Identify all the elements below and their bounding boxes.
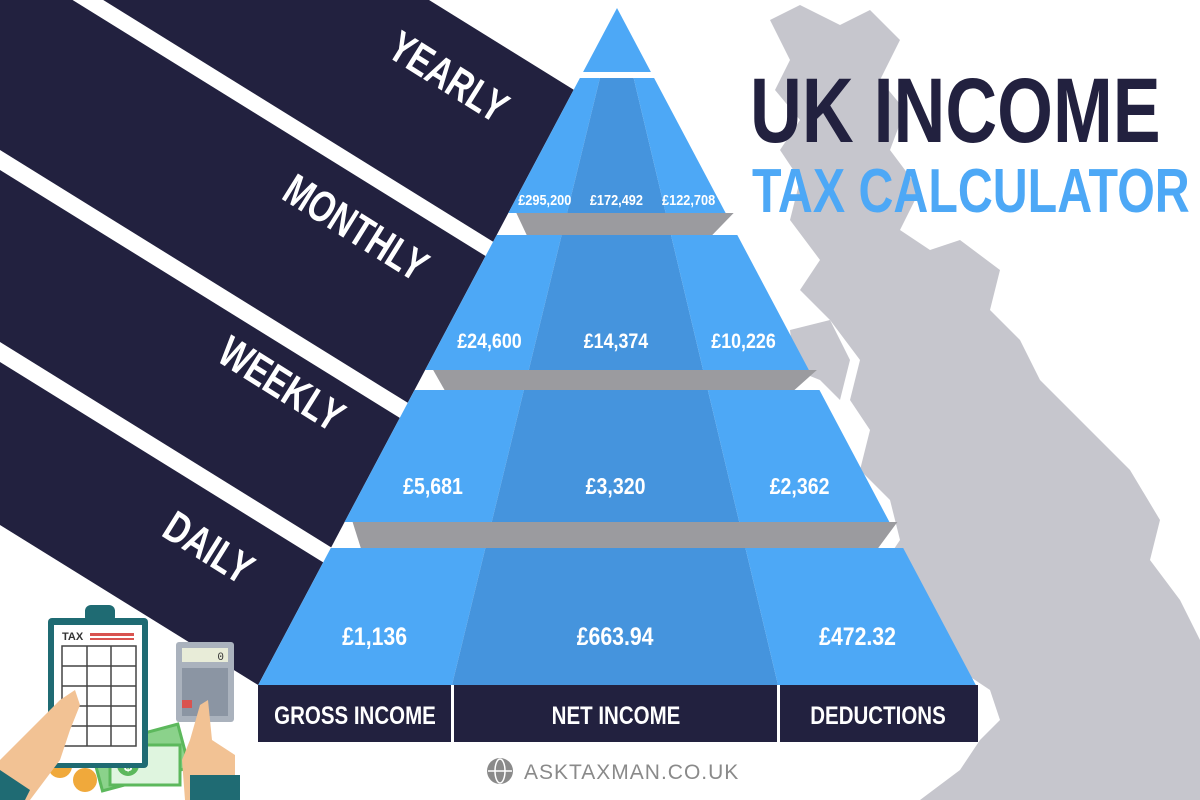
website-link[interactable]: ASKTAXMAN.CO.UK: [524, 761, 739, 784]
monthly-gross-value: £24,600: [457, 330, 522, 354]
monthly-deductions-value: £10,226: [711, 330, 776, 354]
column-label-net: NET INCOME: [552, 701, 681, 729]
title-line-1: UK INCOME: [750, 59, 1161, 162]
clipboard-text: TAX: [62, 631, 84, 643]
yearly-deductions-value: £122,708: [662, 191, 715, 208]
period-band-daily: [0, 362, 324, 686]
daily-net-value: £663.94: [577, 622, 654, 650]
monthly-net-value: £14,374: [584, 330, 649, 354]
deductions-cell: [745, 548, 976, 685]
yearly-net-value: £172,492: [590, 191, 643, 208]
deductions-cell: [633, 78, 726, 213]
deductions-cell: [670, 235, 809, 370]
column-footer-bar: [258, 685, 978, 742]
calculator-display: 0: [217, 652, 224, 664]
clipboard-icon: TAX: [48, 605, 148, 768]
calculator-icon: 0: [176, 642, 234, 722]
tier-separator: [516, 213, 734, 235]
deductions-cell: [707, 390, 890, 522]
daily-gross-value: £1,136: [342, 622, 407, 650]
uk-map: [770, 5, 1200, 800]
period-band-weekly: [0, 170, 400, 548]
gross-cell: [258, 548, 486, 685]
hand-icon: [0, 690, 240, 800]
pyramid-tier-daily: [258, 548, 976, 685]
globe-icon: [487, 758, 513, 784]
weekly-gross-value: £5,681: [403, 474, 463, 500]
period-band-monthly: [0, 0, 486, 403]
net-cell: [567, 78, 666, 213]
gross-cell: [508, 78, 600, 213]
gross-cell: [425, 235, 562, 370]
daily-deductions-value: £472.32: [819, 622, 896, 650]
net-cell: [491, 390, 740, 522]
net-cell: [452, 548, 778, 685]
tax-illustration: $ TAX 0: [0, 605, 240, 800]
footer-divider: [451, 685, 454, 742]
yearly-gross-value: £295,200: [518, 191, 571, 208]
weekly-net-value: £3,320: [586, 474, 646, 500]
pyramid-tier-weekly: [344, 390, 890, 522]
period-band-yearly: [103, 0, 574, 242]
gross-cell: [344, 390, 524, 522]
column-label-deductions: DEDUCTIONS: [810, 701, 946, 729]
pyramid-apex: [583, 8, 651, 72]
title-line-2: TAX CALCULATOR: [752, 156, 1190, 225]
pyramid-tier-monthly: [425, 235, 809, 370]
column-label-gross: GROSS INCOME: [274, 701, 436, 729]
net-cell: [528, 235, 704, 370]
footer-divider: [777, 685, 780, 742]
weekly-deductions-value: £2,362: [770, 474, 830, 500]
ireland-map: [790, 320, 850, 400]
tier-separator: [433, 370, 817, 390]
tier-separator: [352, 522, 898, 548]
pyramid-tier-yearly: [508, 78, 726, 213]
